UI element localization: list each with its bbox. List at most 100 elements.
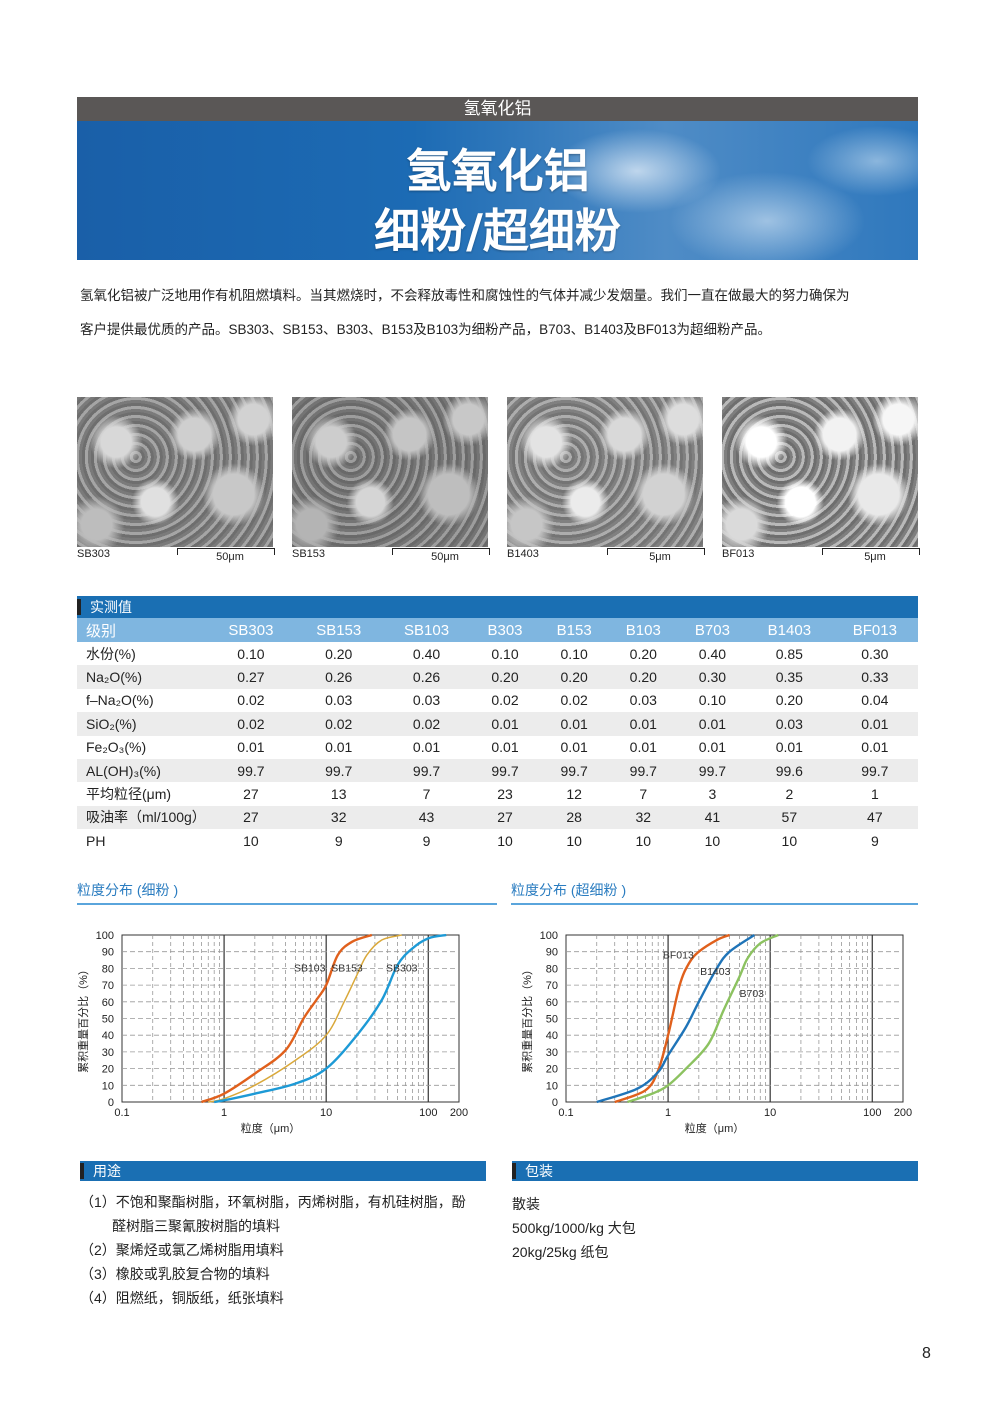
table-cell: 2 (785, 786, 794, 803)
y-tick-label: 100 (540, 930, 558, 942)
table-cell: 0.10 (491, 645, 519, 662)
category-bar: 氢氧化铝 (77, 97, 918, 121)
use-item: （1）不饱和聚酯树脂，环氧树脂，丙烯树脂，有机硅树脂，酚 (80, 1194, 466, 1210)
table-cell: 10 (497, 832, 513, 849)
row-label: Fe₂O₃(%) (86, 739, 147, 756)
table-cell: 12 (566, 786, 582, 803)
spec-table: 级别 SB303 SB153 SB103 B303 B153 B103 B703 B1403 BF… (77, 618, 918, 853)
y-tick-label: 80 (102, 963, 114, 975)
table-cell: 10 (635, 832, 652, 849)
table-cell: 0.20 (775, 692, 803, 709)
series-label: SB103 (294, 963, 326, 975)
table-cell: 99.7 (382, 758, 471, 783)
y-axis-label: 累积重量百分比（%） (520, 964, 534, 1073)
use-item: （4）阻燃纸，铜版纸，纸张填料 (80, 1290, 284, 1306)
title-banner: 氢氧化铝 细粉/超细粉 (77, 121, 918, 260)
x-tick-label: 100 (419, 1107, 437, 1119)
series-label: B703 (739, 988, 764, 1000)
table-cell: 9 (334, 832, 343, 849)
table-cell: 0.26 (294, 665, 383, 689)
table-cell: 0.01 (491, 739, 519, 756)
table-cell: 0.01 (470, 712, 540, 736)
image-caption: SB153 (292, 548, 326, 560)
scale-label: 5μm (864, 551, 886, 563)
sem-image-sb303 (77, 397, 273, 547)
series-line-b1403 (596, 933, 756, 1104)
divider (511, 903, 918, 905)
table-row: 吸油率（ml/100g） 27 32 43 27 28 32 41 57 47 (77, 805, 918, 830)
table-cell: 0.33 (831, 665, 918, 689)
table-cell: 99.7 (207, 758, 295, 783)
y-tick-label: 20 (546, 1064, 558, 1076)
x-tick-label: 200 (894, 1107, 912, 1119)
x-tick-label: 10 (764, 1107, 776, 1119)
column-header: SB103 (382, 618, 471, 642)
packaging-title-bar: 包装 (512, 1161, 918, 1181)
uses-title: 用途 (80, 1163, 121, 1179)
table-cell: 0.03 (325, 692, 353, 709)
series-label: B1403 (700, 966, 731, 978)
column-header: 级别 (77, 618, 207, 642)
scale-label: 50μm (431, 551, 459, 563)
column-header: B153 (539, 618, 609, 642)
divider (77, 903, 497, 905)
page-title: 氢氧化铝 (405, 144, 590, 198)
series-label: BF013 (663, 949, 694, 961)
use-item: （3）橡胶或乳胶复合物的填料 (80, 1266, 270, 1282)
table-cell: 99.7 (294, 758, 383, 783)
table-cell: 0.01 (629, 739, 657, 756)
table-cell: 0.02 (491, 692, 519, 709)
sem-image-bf013 (722, 397, 918, 547)
table-cell: 32 (294, 805, 383, 830)
table-cell: 0.40 (698, 645, 727, 662)
scale-bar (392, 548, 490, 555)
table-cell: 43 (382, 805, 471, 830)
y-tick-label: 70 (546, 980, 558, 992)
chart-title-fine: 粒度分布 (细粉 ) (77, 882, 179, 898)
row-label: 平均粒径(μm) (86, 786, 172, 803)
chart-fine-powder: 0 10 20 30 40 50 60 70 80 90 100 0.1 1 10 100 200 粒度（μm）… (77, 930, 468, 1135)
row-label: Na₂O(%) (77, 665, 207, 689)
scale-bar (822, 548, 920, 555)
page-number: 8 (922, 1345, 931, 1362)
x-axis-label: 粒度（μm） (685, 1121, 745, 1135)
table-cell: 9 (422, 832, 431, 849)
table-row: PH 10 9 9 10 10 10 10 10 9 (77, 829, 918, 852)
table-cell: 0.27 (207, 665, 295, 689)
table-row: AL(OH)₃(%) 99.7 99.7 99.7 99.7 99.7 99.7 99.7 99… (77, 758, 918, 783)
packaging-title: 包装 (512, 1163, 553, 1179)
packaging-item: 500kg/1000/kg 大包 (512, 1220, 636, 1236)
intro-line-2: 客户提供最优质的产品。SB303、SB153、B303、B153及B103为细粉… (80, 322, 771, 337)
table-cell: 0.01 (831, 712, 918, 736)
table-cell: 28 (539, 805, 609, 830)
table-title-bar: 实测值 (77, 596, 918, 618)
table-cell: 0.02 (382, 712, 471, 736)
y-tick-label: 50 (546, 1014, 558, 1026)
table-cell: 23 (497, 786, 513, 803)
scale-label: 50μm (216, 551, 244, 563)
sem-image-sb153 (292, 397, 488, 547)
row-label: AL(OH)₃(%) (77, 758, 207, 783)
packaging-item: 20kg/25kg 纸包 (512, 1244, 609, 1260)
x-axis-label: 粒度（μm） (241, 1121, 301, 1135)
table-cell: 0.01 (861, 739, 889, 756)
table-cell: 0.04 (861, 692, 889, 709)
table-cell: 10 (781, 832, 798, 849)
table-title: 实测值 (77, 599, 132, 615)
table-cell: 0.03 (747, 712, 832, 736)
sem-image-b1403 (507, 397, 703, 547)
column-header: B103 (608, 618, 678, 642)
table-cell: 47 (831, 805, 918, 830)
table-cell: 0.30 (861, 645, 889, 662)
image-caption: BF013 (722, 548, 755, 560)
column-header: B703 (677, 618, 747, 642)
y-tick-label: 40 (546, 1030, 558, 1042)
use-item: （2）聚烯烃或氯乙烯树脂用填料 (80, 1242, 284, 1258)
table-cell: 0.10 (237, 645, 265, 662)
table-row: 平均粒径(μm) 27 13 7 23 12 7 3 2 1 (77, 782, 918, 805)
series-line-sb303 (213, 933, 447, 1104)
table-cell: 0.03 (412, 692, 441, 709)
table-cell: 0.20 (629, 645, 657, 662)
y-tick-label: 60 (546, 997, 558, 1009)
